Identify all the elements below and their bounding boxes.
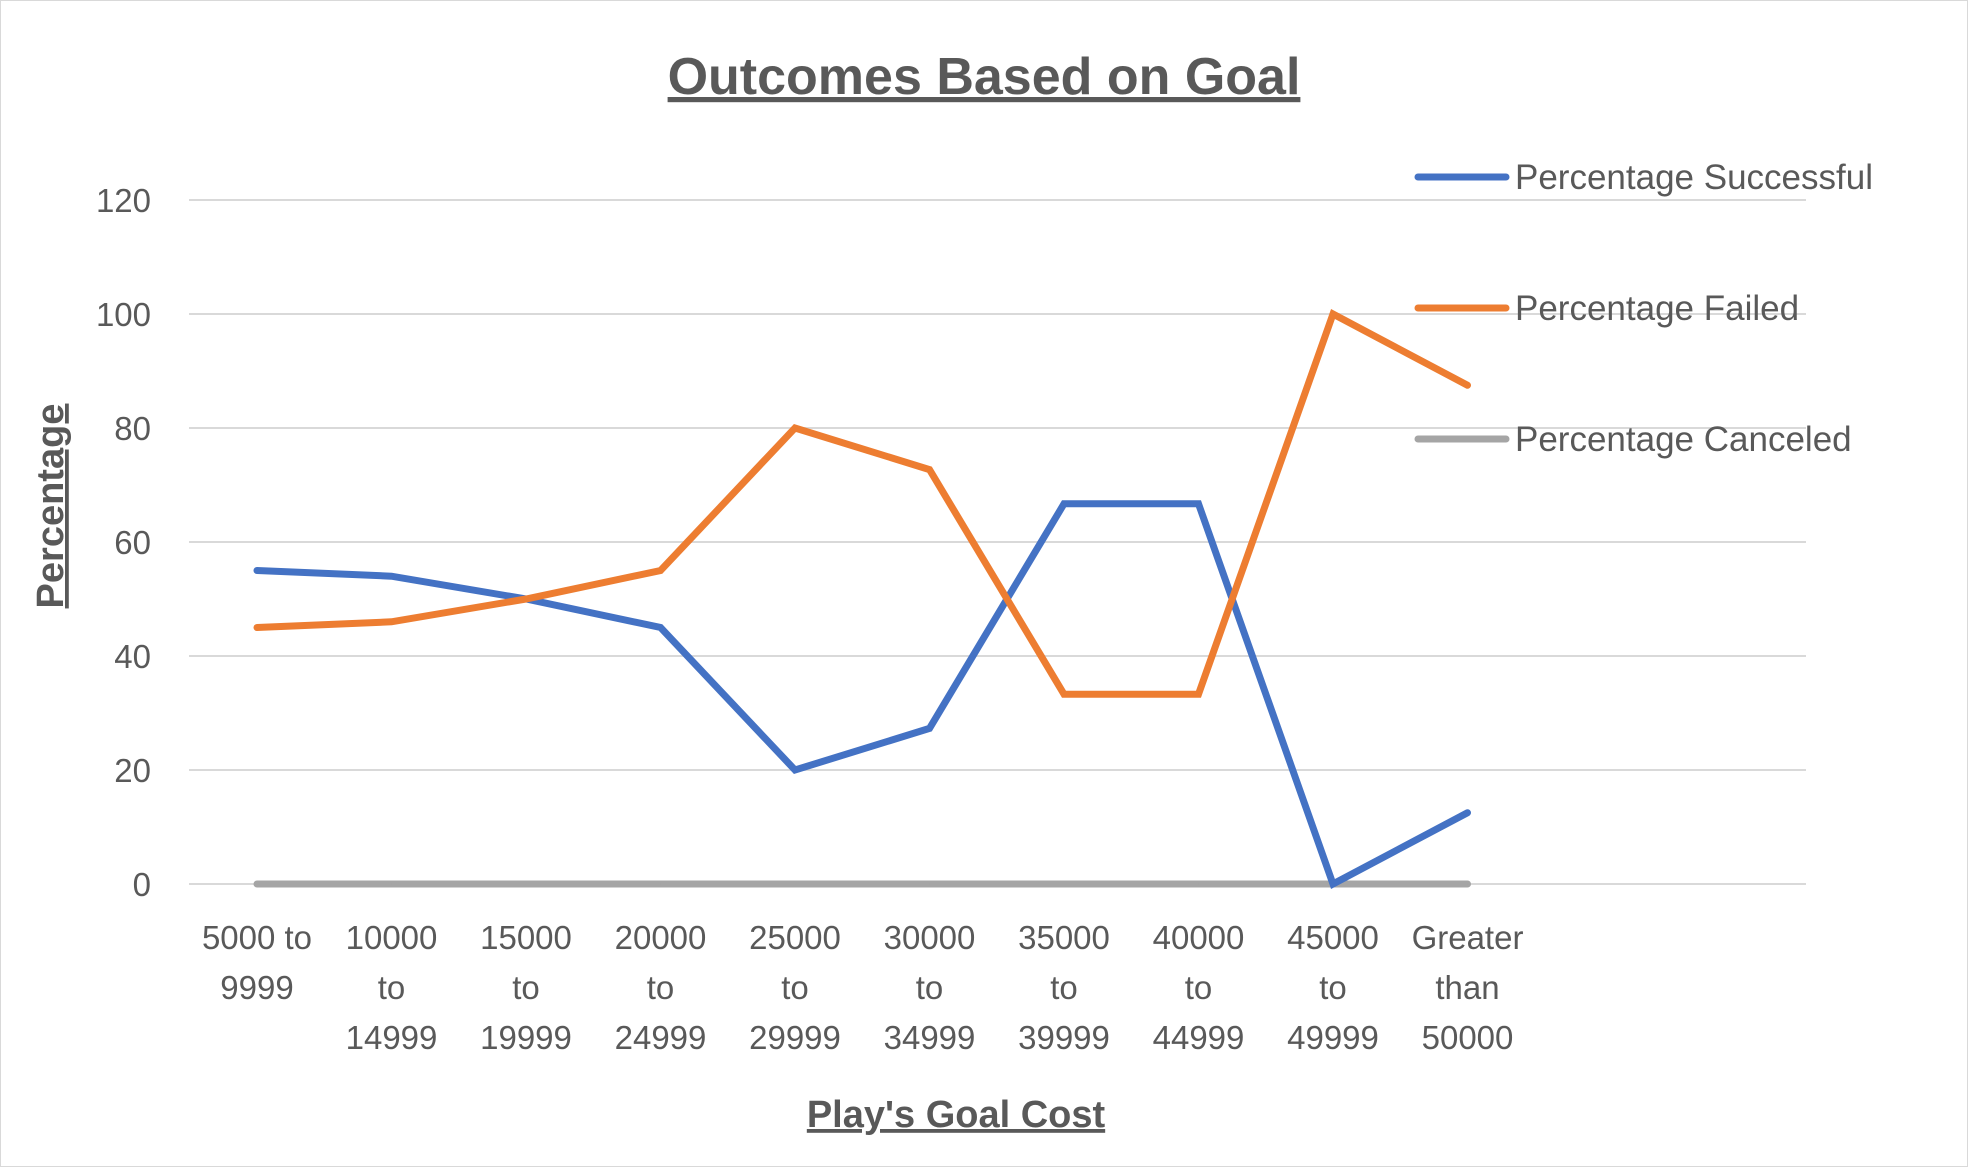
x-tick-label: 45000 to 49999: [1287, 919, 1379, 1056]
data-point: [794, 883, 796, 885]
x-tick-label-line: 49999: [1287, 1019, 1379, 1056]
data-point: [794, 427, 796, 429]
data-point: [1332, 313, 1334, 315]
data-point: [929, 727, 930, 729]
data-point: [1467, 384, 1468, 386]
x-tick-label: 25000 to 29999: [749, 919, 841, 1056]
data-point: [1198, 503, 1199, 505]
x-axis-ticks: 5000 to 9999 10000 to 14999 15000 to 19999 20000…: [202, 919, 1524, 1056]
x-tick-label-line: to: [378, 969, 406, 1006]
x-tick-label-line: than: [1435, 969, 1499, 1006]
data-point: [1332, 883, 1334, 885]
x-tick-label-line: to: [512, 969, 540, 1006]
data-point: [525, 883, 527, 885]
data-point: [794, 769, 796, 771]
x-tick-label-line: 14999: [346, 1019, 438, 1056]
x-tick-label-line: to: [647, 969, 675, 1006]
data-point: [391, 883, 392, 885]
series-line-successful: [253, 500, 1471, 889]
x-tick-label: 10000 to 14999: [346, 919, 438, 1056]
x-tick-label: 20000 to 24999: [615, 919, 707, 1056]
data-point: [391, 621, 392, 623]
data-point: [929, 883, 930, 885]
x-tick-label: Greater than 50000: [1412, 919, 1524, 1056]
y-tick-label: 120: [96, 182, 151, 219]
data-point: [929, 469, 930, 471]
x-tick-label-line: 30000: [884, 919, 976, 956]
legend: Percentage Successful Percentage Failed Pe…: [1414, 158, 1873, 459]
data-point: [1063, 883, 1065, 885]
x-tick-label: 5000 to 9999: [202, 919, 312, 1006]
x-tick-label-line: 44999: [1153, 1019, 1245, 1056]
x-tick-label-line: 25000: [749, 919, 841, 956]
x-tick-label: 35000 to 39999: [1018, 919, 1110, 1056]
data-point: [256, 883, 258, 885]
x-axis-title: Play's Goal Cost: [807, 1094, 1106, 1136]
data-point: [391, 575, 392, 577]
x-tick-label-line: to: [916, 969, 944, 1006]
x-tick-label-line: 10000: [346, 919, 438, 956]
data-point: [256, 627, 258, 628]
legend-label: Percentage Failed: [1515, 289, 1799, 328]
x-tick-label-line: 35000: [1018, 919, 1110, 956]
data-point: [1198, 883, 1199, 885]
x-tick-label-line: 20000: [615, 919, 707, 956]
data-point: [1467, 812, 1468, 814]
x-tick-label: 40000 to 44999: [1153, 919, 1245, 1056]
series-lines: [253, 309, 1471, 889]
x-tick-label-line: 15000: [480, 919, 572, 956]
series-line-failed: [253, 309, 1471, 698]
x-tick-label-line: to: [1319, 969, 1347, 1006]
legend-label: Percentage Successful: [1515, 158, 1873, 197]
x-tick-label-line: 9999: [220, 969, 293, 1006]
x-tick-label-line: Greater: [1412, 919, 1524, 956]
x-tick-label-line: 40000: [1153, 919, 1245, 956]
x-tick-label-line: 29999: [749, 1019, 841, 1056]
data-point: [256, 570, 258, 571]
y-tick-label: 80: [114, 410, 151, 447]
x-tick-label-line: 19999: [480, 1019, 572, 1056]
gridlines: [189, 199, 1806, 885]
x-tick-label-line: to: [1185, 969, 1213, 1006]
x-tick-label-line: 39999: [1018, 1019, 1110, 1056]
x-tick-label-line: 5000 to: [202, 919, 312, 956]
data-point: [525, 598, 527, 600]
x-tick-label: 15000 to 19999: [480, 919, 572, 1056]
y-tick-label: 100: [96, 296, 151, 333]
x-tick-label-line: to: [781, 969, 809, 1006]
x-tick-label-line: 34999: [884, 1019, 976, 1056]
data-point: [660, 627, 661, 628]
y-tick-label: 40: [114, 638, 151, 675]
data-point: [1467, 883, 1468, 885]
y-axis-title: Percentage: [30, 404, 72, 609]
x-tick-label: 30000 to 34999: [884, 919, 976, 1056]
legend-label: Percentage Canceled: [1515, 420, 1852, 459]
x-tick-label-line: to: [1050, 969, 1078, 1006]
y-tick-label: 60: [114, 524, 151, 561]
x-tick-label-line: 45000: [1287, 919, 1379, 956]
x-tick-label-line: 24999: [615, 1019, 707, 1056]
y-tick-label: 20: [114, 752, 151, 789]
x-tick-label-line: 50000: [1422, 1019, 1514, 1056]
data-point: [660, 570, 661, 571]
y-tick-label: 0: [133, 866, 151, 903]
data-point: [660, 883, 661, 885]
data-point: [1063, 503, 1065, 505]
data-point: [1198, 693, 1199, 695]
chart-title: Outcomes Based on Goal: [668, 48, 1301, 106]
y-axis-ticks: 0 20 40 60 80 100 120: [96, 182, 151, 903]
data-point: [1063, 693, 1065, 695]
